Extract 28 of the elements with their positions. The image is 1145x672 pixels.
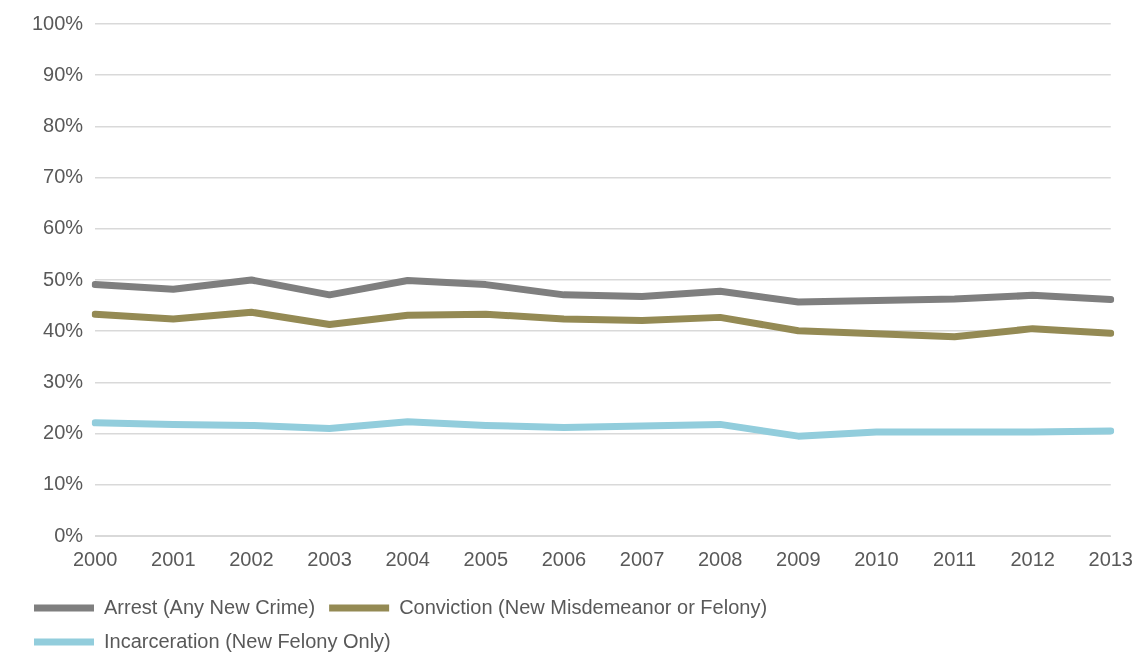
y-tick-label: 70% bbox=[43, 165, 84, 188]
legend-label: Arrest (Any New Crime) bbox=[104, 595, 316, 618]
x-tick-label: 2007 bbox=[619, 547, 665, 570]
y-tick-label: 0% bbox=[54, 523, 84, 546]
y-tick-label: 60% bbox=[43, 216, 84, 239]
x-tick-label: 2011 bbox=[933, 547, 977, 570]
x-tick-label: 2005 bbox=[463, 547, 509, 570]
x-tick-label: 2004 bbox=[385, 547, 430, 570]
y-tick-label: 80% bbox=[43, 113, 84, 136]
x-tick-label: 2010 bbox=[854, 547, 899, 570]
x-tick-label: 2006 bbox=[541, 547, 587, 570]
x-tick-label: 2001 bbox=[151, 547, 196, 570]
x-tick-label: 2009 bbox=[776, 547, 821, 570]
y-tick-label: 100% bbox=[32, 11, 84, 34]
legend-label: Conviction (New Misdemeanor or Felony) bbox=[399, 595, 768, 618]
y-tick-label: 30% bbox=[43, 369, 84, 392]
x-tick-label: 2008 bbox=[697, 547, 743, 570]
legend-label: Incarceration (New Felony Only) bbox=[104, 629, 391, 652]
x-tick-label: 2012 bbox=[1010, 547, 1055, 570]
x-tick-label: 2003 bbox=[307, 547, 352, 570]
x-tick-label: 2013 bbox=[1088, 547, 1133, 570]
y-tick-label: 50% bbox=[43, 267, 84, 290]
y-tick-label: 10% bbox=[43, 472, 84, 495]
y-tick-label: 40% bbox=[43, 318, 84, 341]
y-tick-label: 90% bbox=[43, 62, 84, 85]
x-tick-label: 2002 bbox=[229, 547, 274, 570]
x-tick-label: 2000 bbox=[72, 547, 118, 570]
y-tick-label: 20% bbox=[43, 421, 84, 444]
